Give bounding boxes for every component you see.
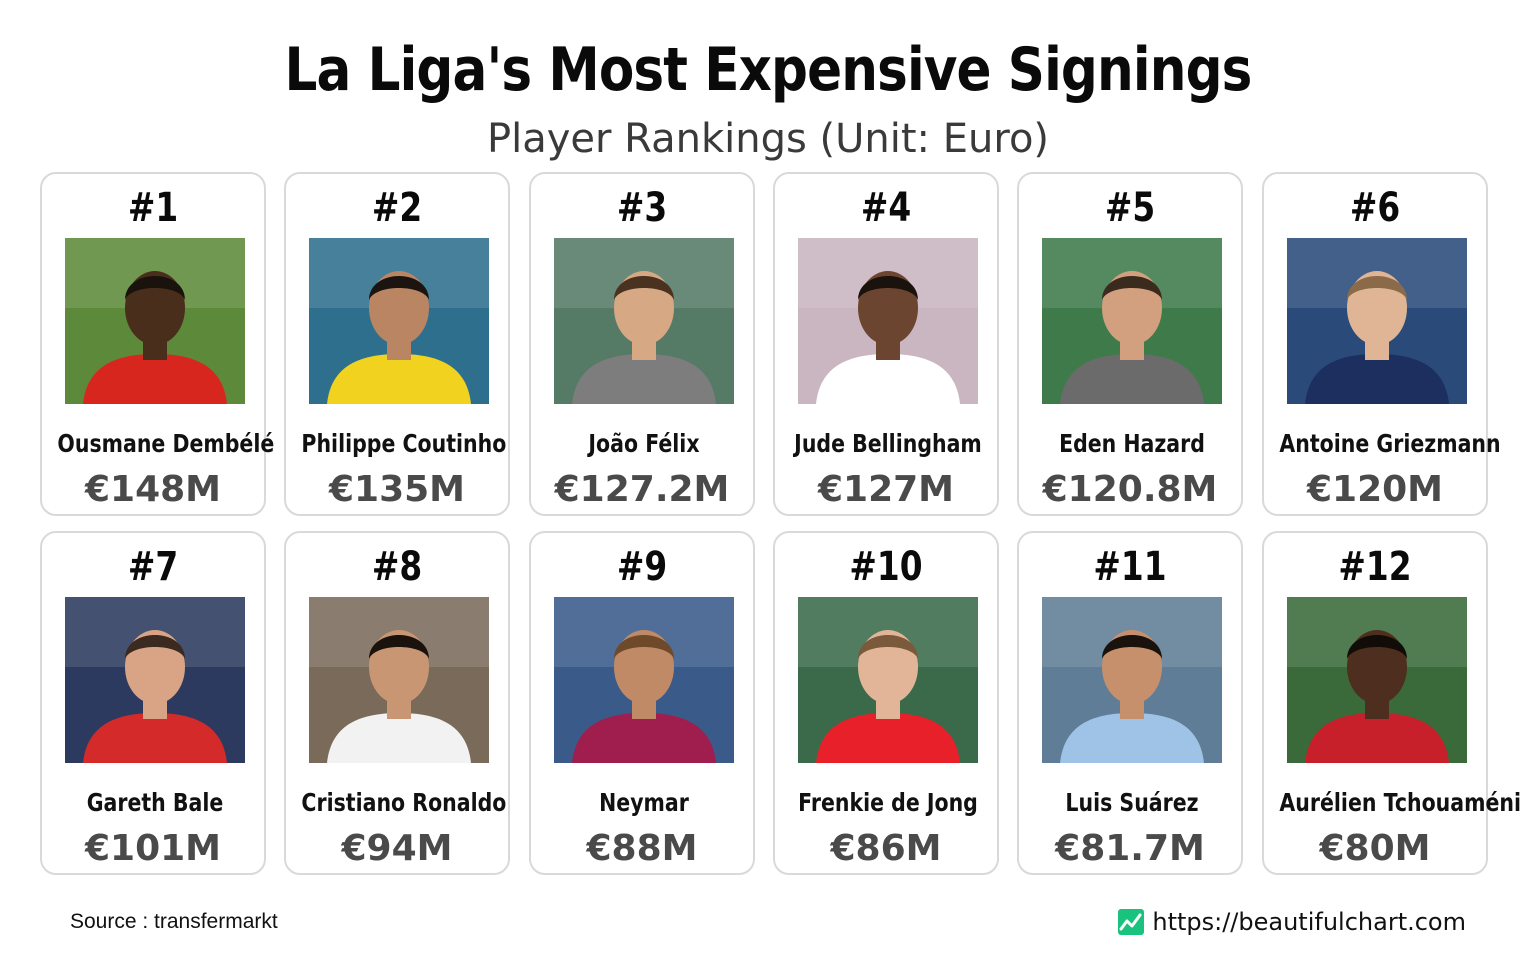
player-card: #4 Jude Bellingham €127M: [773, 172, 999, 516]
player-photo: [554, 597, 734, 763]
player-photo: [309, 238, 489, 404]
player-rank: #10: [849, 544, 923, 590]
player-name: Luis Suárez: [1065, 788, 1199, 817]
player-rank: #11: [1093, 544, 1167, 590]
transfer-fee: €86M: [830, 828, 942, 869]
chart-line-icon: [1118, 909, 1145, 935]
player-card: #3 João Félix €127.2M: [529, 172, 755, 516]
player-card: #12 Aurélien Tchouaméni €80M: [1262, 531, 1521, 875]
player-name: Gareth Bale: [86, 788, 224, 817]
player-name: Aurélien Tchouaméni: [1279, 788, 1521, 817]
player-rank: #3: [616, 185, 668, 231]
player-card: #2 Philippe Coutinho €135M: [284, 172, 510, 516]
player-rank: #1: [127, 185, 179, 231]
player-photo: [1287, 238, 1467, 404]
player-name: Ousmane Dembélé: [57, 429, 275, 458]
brand-link[interactable]: https://beautifulchart.com: [1118, 904, 1466, 940]
player-rank: #7: [127, 544, 179, 590]
player-photo: [554, 238, 734, 404]
page-title: La Liga's Most Expensive Signings: [284, 35, 1252, 105]
player-rank: #2: [371, 185, 423, 231]
transfer-fee: €88M: [586, 828, 698, 869]
player-card: #5 Eden Hazard €120.8M: [1017, 172, 1243, 516]
player-name: Eden Hazard: [1059, 429, 1205, 458]
transfer-fee: €120.8M: [1042, 469, 1218, 510]
player-photo: [65, 597, 245, 763]
transfer-fee: €148M: [84, 469, 222, 510]
player-photo: [65, 238, 245, 404]
player-photo: [798, 238, 978, 404]
transfer-fee: €101M: [84, 828, 222, 869]
transfer-fee: €127M: [817, 469, 955, 510]
player-name: Frenkie de Jong: [798, 788, 978, 817]
transfer-fee: €81.7M: [1055, 828, 1205, 869]
player-name: Jude Bellingham: [794, 429, 982, 458]
player-card: #7 Gareth Bale €101M: [40, 531, 266, 875]
player-name: Philippe Coutinho: [301, 429, 507, 458]
player-card: #9 Neymar €88M: [529, 531, 755, 875]
player-rank: #4: [860, 185, 912, 231]
player-photo: [309, 597, 489, 763]
player-card: #6 Antoine Griezmann €120M: [1262, 172, 1501, 516]
player-card: #10 Frenkie de Jong €86M: [773, 531, 999, 875]
player-rank: #12: [1338, 544, 1412, 590]
player-card: #11 Luis Suárez €81.7M: [1017, 531, 1243, 875]
transfer-fee: €80M: [1319, 828, 1431, 869]
player-grid: #1 Ousmane Dembélé €148M #2 Philippe Coutinh…: [40, 172, 1521, 878]
player-name: Cristiano Ronaldo: [301, 788, 507, 817]
player-photo: [798, 597, 978, 763]
page-subtitle: Player Rankings (Unit: Euro): [486, 116, 1050, 162]
player-rank: #9: [616, 544, 668, 590]
source-note: Source : transfermarkt: [70, 910, 278, 933]
transfer-fee: €94M: [341, 828, 453, 869]
player-rank: #5: [1104, 185, 1156, 231]
player-name: Neymar: [599, 788, 689, 817]
player-card: #1 Ousmane Dembélé €148M: [40, 172, 275, 516]
brand-url[interactable]: https://beautifulchart.com: [1152, 908, 1466, 936]
player-card: #8 Cristiano Ronaldo €94M: [284, 531, 510, 875]
transfer-fee: €135M: [328, 469, 466, 510]
transfer-fee: €127.2M: [554, 469, 730, 510]
player-name: Antoine Griezmann: [1279, 429, 1501, 458]
player-photo: [1042, 238, 1222, 404]
player-photo: [1287, 597, 1467, 763]
player-photo: [1042, 597, 1222, 763]
player-rank: #8: [371, 544, 423, 590]
player-name: João Félix: [588, 429, 700, 458]
player-rank: #6: [1349, 185, 1401, 231]
transfer-fee: €120M: [1306, 469, 1444, 510]
